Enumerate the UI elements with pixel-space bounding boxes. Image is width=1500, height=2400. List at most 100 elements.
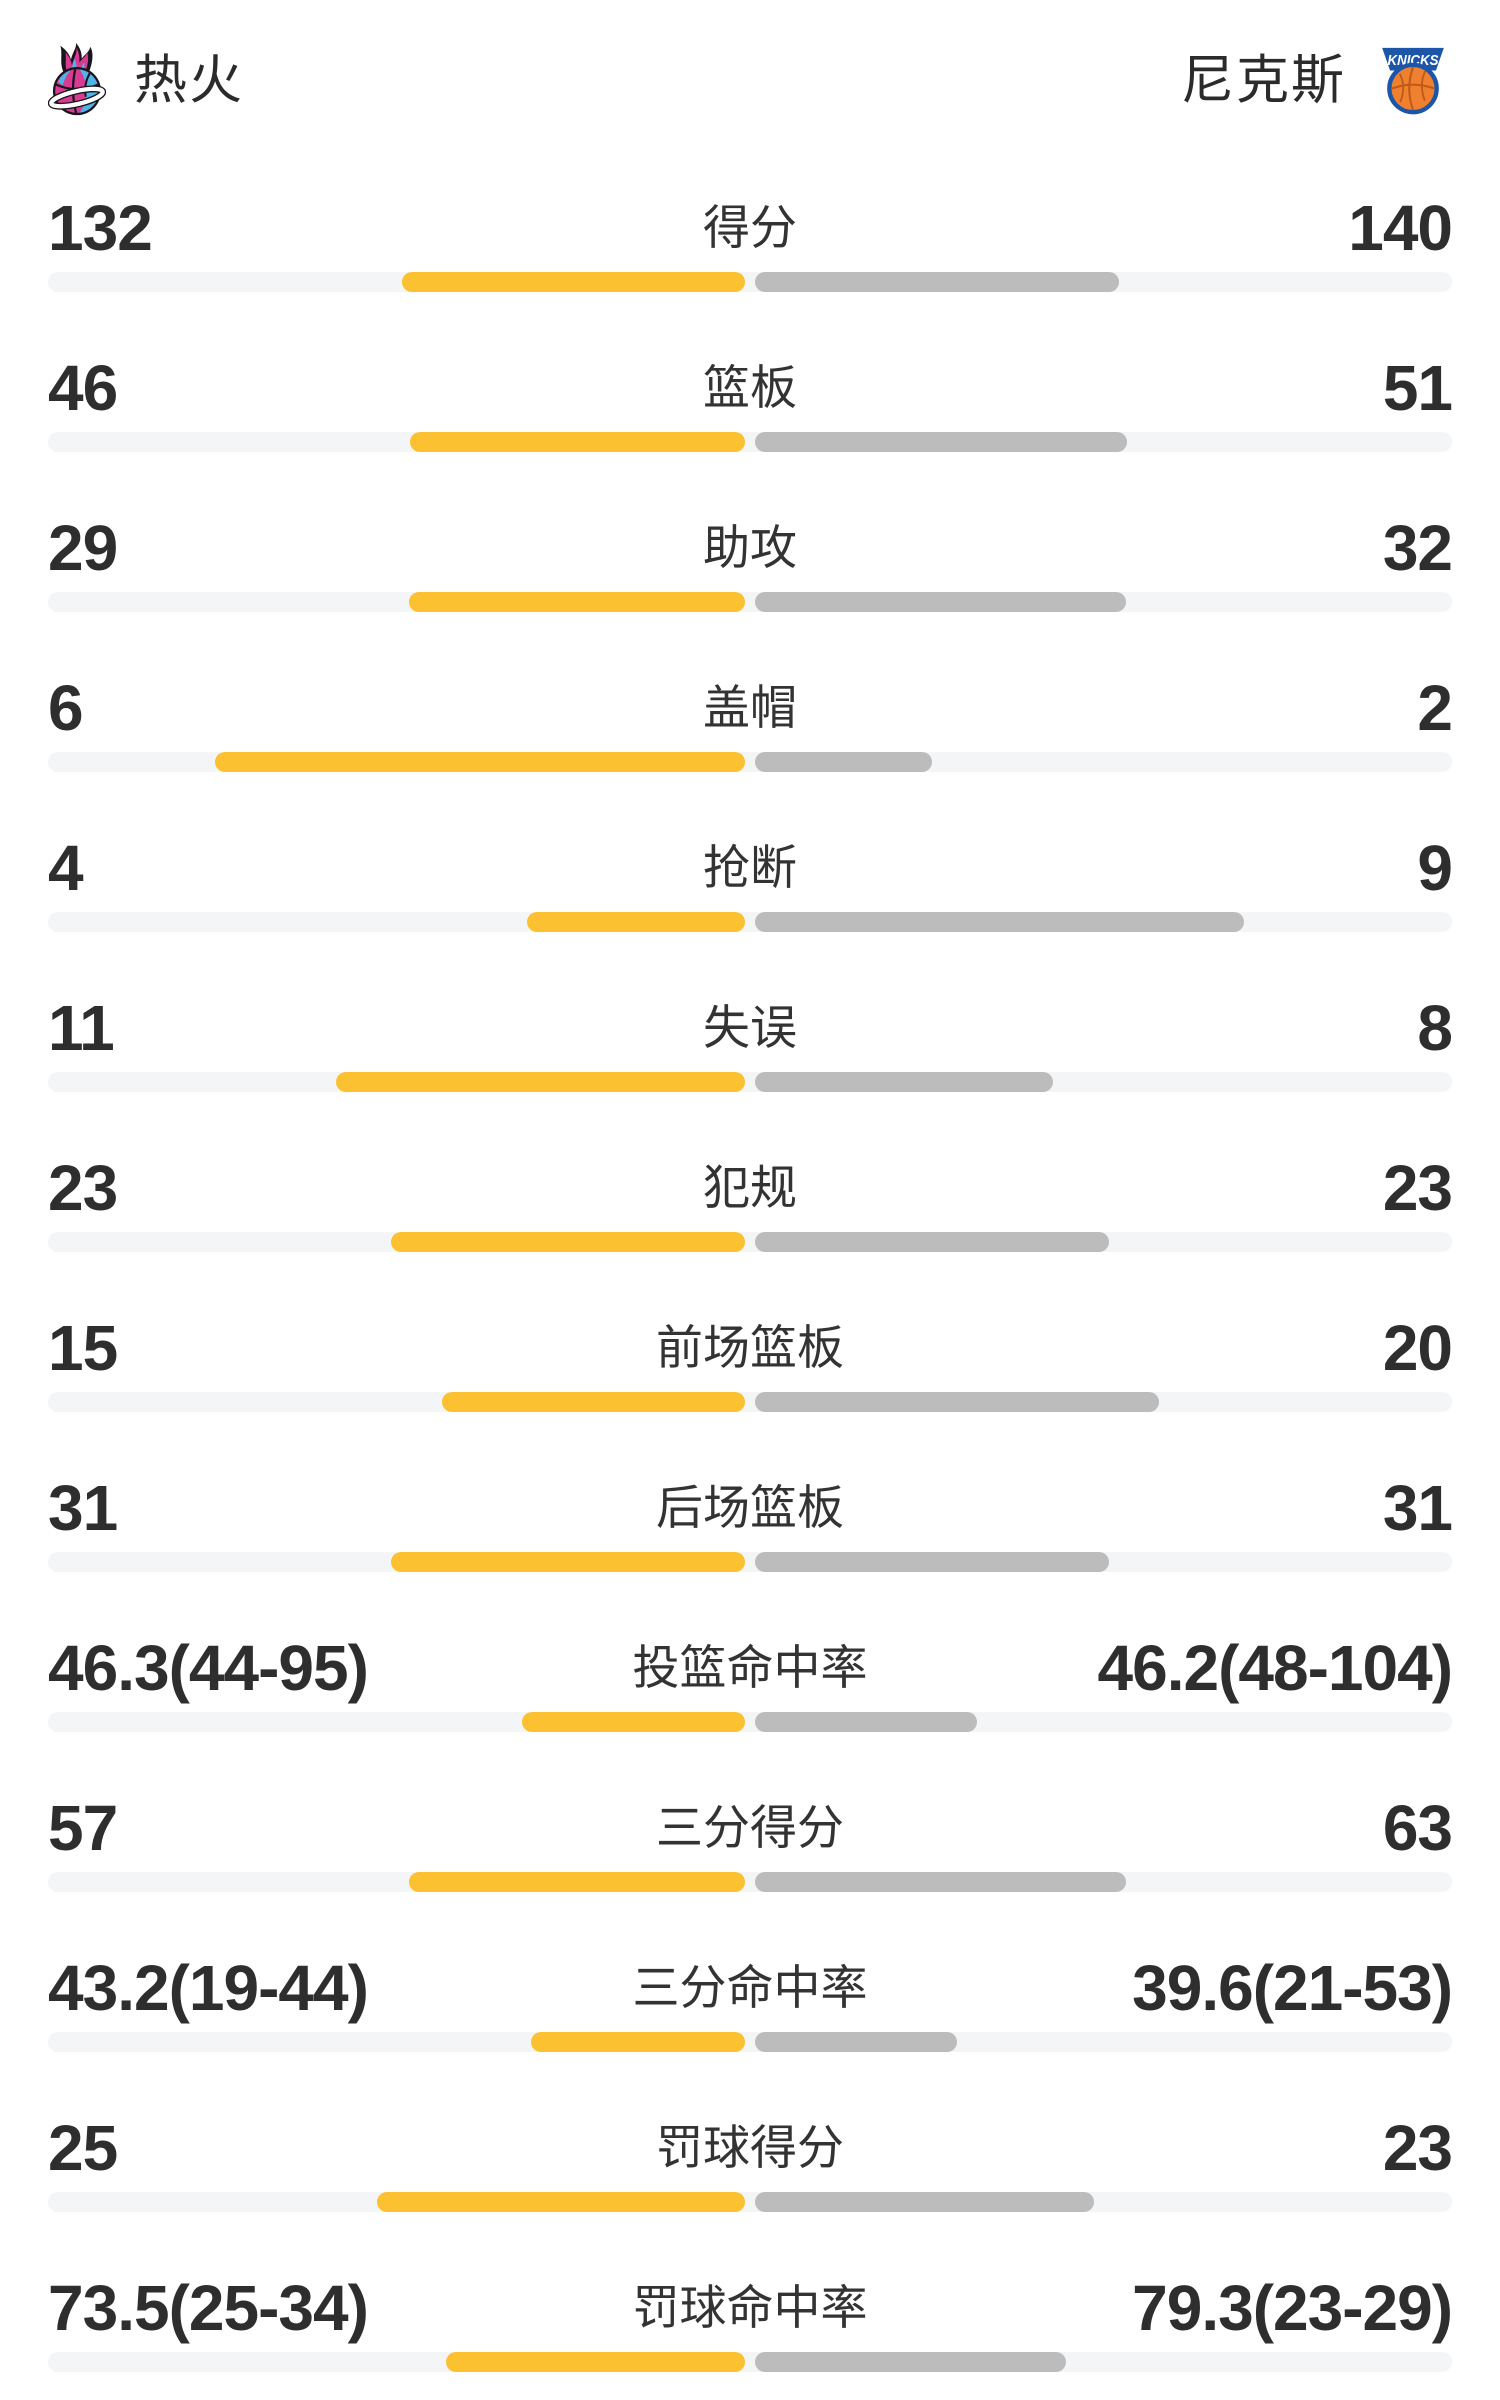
home-value: 73.5(25-34)	[48, 2272, 369, 2344]
away-bar	[755, 272, 1119, 292]
away-team-name: 尼克斯	[1181, 50, 1346, 110]
away-bar	[755, 1232, 1109, 1252]
away-bar	[755, 1872, 1126, 1892]
stat-bar-track	[48, 272, 1452, 292]
stat-label: 三分命中率	[632, 1961, 868, 2014]
home-value: 46	[48, 352, 118, 424]
stat-row: 15 前场篮板 20	[48, 1283, 1453, 1443]
stat-row: 73.5(25-34) 罚球命中率 79.3(23-29)	[48, 2243, 1453, 2400]
away-bar	[755, 1552, 1109, 1572]
stat-row: 132 得分 140	[48, 163, 1453, 323]
home-bar	[409, 592, 745, 612]
stat-label: 投篮命中率	[632, 1641, 868, 1694]
away-bar	[755, 2192, 1094, 2212]
away-bar	[755, 912, 1244, 932]
stat-bar-track	[48, 912, 1452, 932]
away-team: 尼克斯 KNICKS	[1181, 45, 1452, 115]
away-bar	[755, 432, 1127, 452]
knicks-logo-icon: KNICKS	[1374, 45, 1452, 115]
stat-bar-track	[48, 1552, 1452, 1572]
home-bar	[215, 752, 745, 772]
home-bar	[410, 432, 745, 452]
stat-row: 31 后场篮板 31	[48, 1443, 1453, 1603]
stat-row: 11 失误 8	[48, 963, 1453, 1123]
stat-row: 29 助攻 32	[48, 483, 1453, 643]
stat-label: 盖帽	[703, 681, 797, 734]
home-value: 31	[48, 1472, 118, 1544]
away-value: 23	[1382, 1152, 1453, 1224]
home-bar	[391, 1232, 745, 1252]
away-value: 39.6(21-53)	[1132, 1952, 1453, 2024]
stat-row: 4 抢断 9	[48, 803, 1453, 963]
away-value: 9	[1417, 832, 1453, 904]
away-bar	[755, 2352, 1066, 2372]
home-bar	[377, 2192, 745, 2212]
stat-bar-track	[48, 1072, 1452, 1092]
away-value: 46.2(48-104)	[1097, 1632, 1453, 1704]
home-value: 23	[48, 1152, 118, 1224]
stat-bar-track	[48, 752, 1452, 772]
stat-bar-track	[48, 1712, 1452, 1732]
stat-label: 三分得分	[656, 1801, 844, 1854]
stat-bar-track	[48, 432, 1452, 452]
stat-row: 6 盖帽 2	[48, 643, 1453, 803]
heat-logo-icon	[48, 43, 106, 117]
stat-label: 篮板	[703, 361, 797, 414]
home-team: 热火	[48, 43, 244, 117]
away-value: 20	[1382, 1312, 1453, 1384]
away-bar	[755, 1072, 1053, 1092]
home-value: 29	[48, 512, 118, 584]
stat-bar-track	[48, 1232, 1452, 1252]
stat-label: 犯规	[703, 1161, 797, 1214]
home-team-name: 热火	[134, 50, 244, 110]
home-value: 6	[48, 672, 84, 744]
away-value: 31	[1382, 1472, 1453, 1544]
home-bar	[336, 1072, 745, 1092]
stat-bar-track	[48, 592, 1452, 612]
away-bar	[755, 592, 1126, 612]
away-value: 8	[1417, 992, 1453, 1064]
away-bar	[755, 2032, 957, 2052]
home-bar	[442, 1392, 745, 1412]
home-value: 25	[48, 2112, 118, 2184]
stat-label: 助攻	[703, 521, 797, 574]
stats-rows: 132 得分 140 46 篮板 51 29 助攻 32 6 盖帽 2 4 抢断 9 11 失误 8 23 犯规 23 1…	[48, 163, 1453, 2400]
home-bar	[409, 1872, 745, 1892]
stat-label: 后场篮板	[656, 1481, 844, 1534]
stat-label: 失误	[703, 1001, 797, 1054]
stat-row: 25 罚球得分 23	[48, 2083, 1453, 2243]
stat-label: 得分	[703, 201, 797, 254]
home-bar	[527, 912, 745, 932]
stat-row: 57 三分得分 63	[48, 1763, 1453, 1923]
stat-row: 23 犯规 23	[48, 1123, 1453, 1283]
home-value: 132	[48, 192, 153, 264]
home-value: 46.3(44-95)	[48, 1632, 369, 1704]
stat-label: 罚球命中率	[632, 2281, 868, 2334]
home-value: 57	[48, 1792, 118, 1864]
away-bar	[755, 1712, 977, 1732]
stat-bar-track	[48, 2192, 1452, 2212]
stat-bar-track	[48, 2352, 1452, 2372]
away-value: 32	[1382, 512, 1453, 584]
stat-row: 46.3(44-95) 投篮命中率 46.2(48-104)	[48, 1603, 1453, 1763]
home-bar	[446, 2352, 745, 2372]
away-value: 79.3(23-29)	[1132, 2272, 1453, 2344]
away-value: 2	[1417, 672, 1453, 744]
stat-row: 46 篮板 51	[48, 323, 1453, 483]
home-value: 43.2(19-44)	[48, 1952, 369, 2024]
away-value: 23	[1382, 2112, 1453, 2184]
away-bar	[755, 752, 932, 772]
stat-bar-track	[48, 2032, 1452, 2052]
header: 热火 尼克斯 KNICKS	[48, 38, 1452, 122]
home-value: 11	[48, 992, 115, 1064]
stat-bar-track	[48, 1872, 1452, 1892]
away-bar	[755, 1392, 1159, 1412]
home-value: 15	[48, 1312, 118, 1384]
home-value: 4	[48, 832, 84, 904]
svg-text:KNICKS: KNICKS	[1387, 52, 1438, 69]
home-bar	[391, 1552, 745, 1572]
stat-label: 抢断	[703, 841, 797, 894]
stat-bar-track	[48, 1392, 1452, 1412]
away-value: 140	[1348, 192, 1453, 264]
